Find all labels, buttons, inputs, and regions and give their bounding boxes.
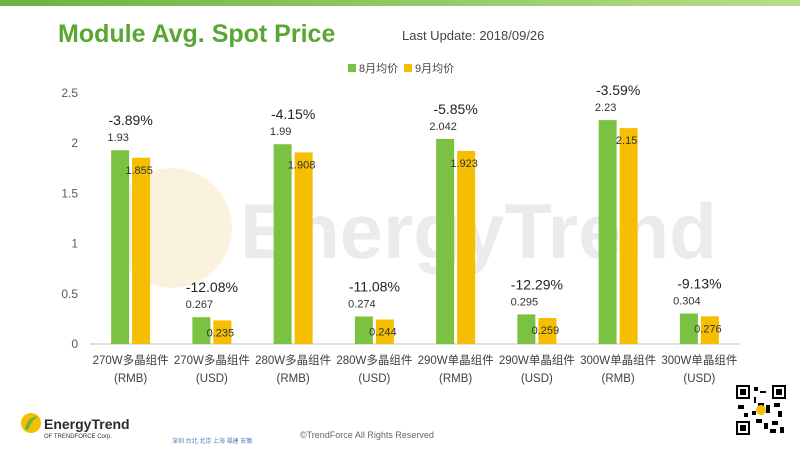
data-label: 1.99 [270, 126, 291, 138]
bar [436, 138, 455, 344]
legend-swatch [348, 64, 356, 72]
data-label: 1.855 [125, 165, 153, 177]
change-label: -3.89% [108, 112, 152, 128]
bar [132, 157, 151, 344]
change-label: -12.29% [511, 276, 563, 292]
x-tick-label: 290W单晶组件 [499, 353, 575, 367]
x-tick-label: 300W单晶组件 [580, 353, 656, 367]
data-label: 1.923 [450, 158, 478, 170]
bar [111, 150, 130, 344]
y-tick-label: 2 [71, 136, 78, 150]
last-update: Last Update: 2018/09/26 [402, 28, 545, 43]
legend-label: 8月均价 [359, 62, 398, 75]
qr-code-icon [736, 385, 786, 435]
data-label: 0.304 [673, 295, 701, 307]
data-label: 0.274 [348, 298, 376, 310]
x-tick-unit: (USD) [358, 373, 390, 385]
bar [517, 314, 536, 344]
change-label: -4.15% [271, 106, 315, 122]
y-tick-label: 1.5 [61, 186, 78, 200]
data-label: 2.15 [616, 135, 637, 147]
bar [679, 313, 698, 344]
top-accent-bar [0, 0, 800, 6]
x-tick-label: 300W单晶组件 [661, 353, 737, 367]
x-tick-label: 280W多晶组件 [255, 353, 331, 367]
change-label: -3.59% [596, 82, 640, 98]
footer-copyright: ©TrendForce All Rights Reserved [300, 430, 434, 440]
data-label: 2.042 [429, 121, 457, 133]
change-label: -9.13% [677, 275, 721, 291]
x-tick-unit: (RMB) [277, 373, 310, 385]
x-axis-labels: 270W多晶组件 (RMB) 270W多晶组件 (USD) 280W多晶组件 (RMB) 2… [93, 353, 738, 385]
bar [192, 317, 211, 344]
y-tick-label: 2.5 [61, 86, 78, 100]
change-label: -12.08% [186, 279, 238, 295]
data-label: 1.93 [107, 132, 128, 144]
x-tick-unit: (USD) [196, 373, 228, 385]
legend-swatch [404, 64, 412, 72]
x-tick-label: 290W单晶组件 [418, 353, 494, 367]
data-label: 0.259 [532, 325, 560, 337]
logo-name: EnergyTrend [44, 416, 130, 432]
change-label: -5.85% [433, 101, 477, 117]
bar [619, 128, 638, 344]
bar [457, 150, 476, 344]
x-tick-label: 270W多晶组件 [93, 353, 169, 367]
bars [111, 120, 719, 344]
y-axis: 0 0.5 1 1.5 2 2.5 [61, 86, 78, 351]
y-tick-label: 0 [71, 337, 78, 351]
bar [538, 317, 557, 344]
data-label: 0.295 [511, 296, 539, 308]
x-tick-unit: (USD) [683, 373, 715, 385]
page-title: Module Avg. Spot Price [58, 20, 336, 48]
data-label: 0.267 [186, 299, 214, 311]
footer-cities: 深圳 台北 北京 上海 福建 安徽 [172, 439, 253, 445]
bar [375, 319, 394, 344]
change-label: -11.08% [349, 278, 400, 294]
data-label: 2.23 [595, 102, 616, 114]
logo-subtitle: OF TRENDFORCE Corp. [44, 434, 112, 440]
data-labels: 1.93 1.855 -3.89% 0.267 0.235 -12.08% 1.99 1.90… [107, 82, 721, 339]
bar [700, 316, 719, 344]
x-tick-label: 270W多晶组件 [174, 353, 250, 367]
data-label: 0.276 [694, 323, 722, 335]
bar [598, 120, 617, 344]
bar [213, 320, 232, 344]
legend: 8月均价 9月均价 [348, 62, 454, 75]
bar [354, 316, 373, 344]
legend-label: 9月均价 [415, 62, 454, 75]
x-tick-unit: (USD) [521, 373, 553, 385]
x-tick-label: 280W多晶组件 [336, 353, 412, 367]
x-tick-unit: (RMB) [439, 373, 472, 385]
y-tick-label: 0.5 [61, 287, 78, 301]
data-label: 1.908 [288, 159, 316, 171]
x-tick-unit: (RMB) [114, 373, 147, 385]
data-label: 0.244 [369, 327, 397, 339]
data-label: 0.235 [207, 327, 235, 339]
bar [294, 152, 313, 344]
bar [273, 144, 292, 344]
y-tick-label: 1 [71, 237, 78, 251]
x-tick-unit: (RMB) [602, 373, 635, 385]
